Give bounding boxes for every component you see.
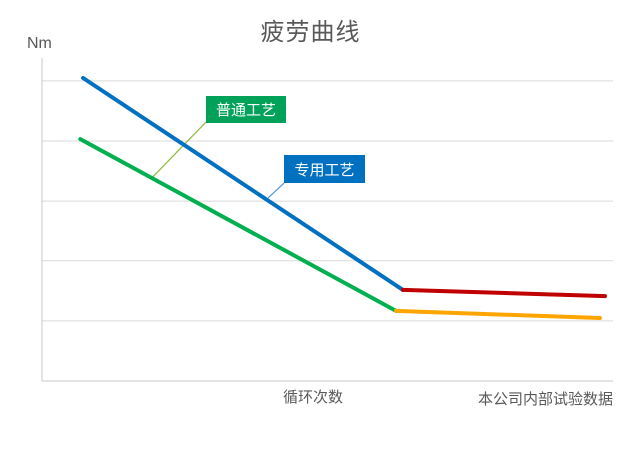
data-source-annotation: 本公司内部试验数据 xyxy=(478,391,614,408)
series-segment-special-descending xyxy=(81,76,405,292)
y-axis-unit-label: Nm xyxy=(27,35,52,52)
series-segment-special-plateau xyxy=(400,287,607,299)
x-axis-label: 循环次数 xyxy=(283,389,344,406)
series-segment-ordinary-descending xyxy=(78,137,398,313)
ordinary-process-label: 普通工艺 xyxy=(206,96,286,123)
series-segment-ordinary-plateau xyxy=(394,308,602,320)
chart-title: 疲劳曲线 xyxy=(260,19,361,46)
ordinary-label-callout xyxy=(152,120,208,178)
special-process-label: 专用工艺 xyxy=(284,155,365,183)
special-label-callout xyxy=(267,182,285,199)
